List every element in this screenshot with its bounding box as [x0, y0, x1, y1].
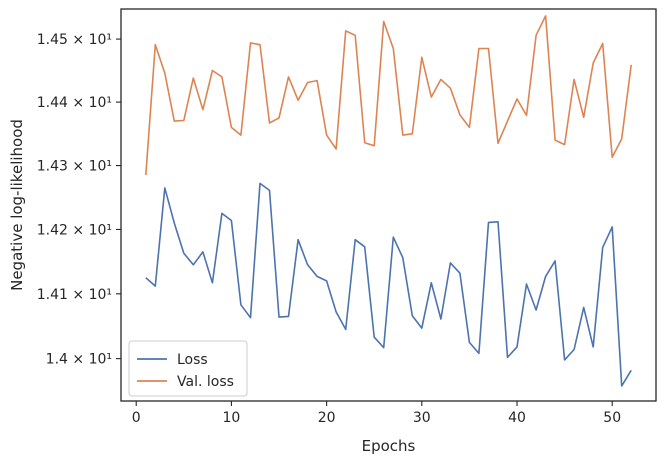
y-axis-title: Negative log-likelihood [8, 119, 26, 291]
x-tick-label: 0 [132, 410, 141, 426]
y-tick-label: 1.4 × 10¹ [46, 352, 112, 368]
y-tick-label: 1.41 × 10¹ [37, 287, 112, 303]
x-axis-title: Epochs [362, 437, 416, 455]
legend: Loss Val. loss [128, 340, 248, 397]
y-tick-label: 1.43 × 10¹ [37, 159, 112, 175]
x-tick-label: 50 [603, 410, 621, 426]
series-layer [145, 15, 632, 387]
legend-box [128, 340, 248, 397]
legend-label-val-loss: Val. loss [177, 374, 234, 390]
series-line-val-loss [145, 15, 632, 176]
plot-frame [120, 8, 657, 402]
y-tick-label: 1.45 × 10¹ [37, 32, 112, 48]
y-tick-label: 1.44 × 10¹ [37, 95, 112, 111]
x-tick-label: 40 [508, 410, 526, 426]
x-axis: 0 10 20 30 40 50 [132, 401, 621, 426]
x-tick-label: 30 [413, 410, 431, 426]
plot-area [120, 8, 657, 402]
y-axis: 1.4 × 10¹ 1.41 × 10¹ 1.42 × 10¹ 1.43 × 10¹ 1… [37, 32, 121, 368]
y-tick-label: 1.42 × 10¹ [37, 222, 112, 238]
legend-label-loss: Loss [177, 352, 208, 368]
series-line-loss [145, 182, 632, 387]
x-tick-label: 20 [318, 410, 336, 426]
x-tick-label: 10 [223, 410, 241, 426]
